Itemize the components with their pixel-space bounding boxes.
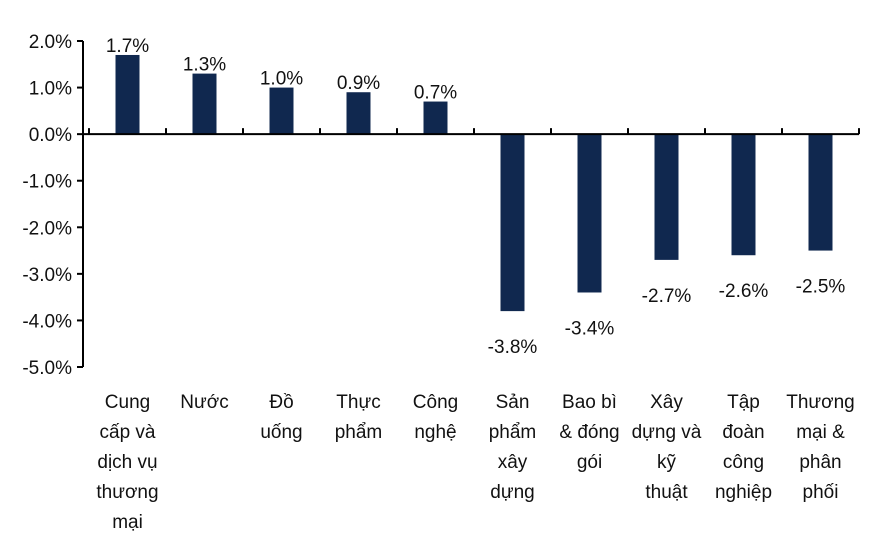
category-label-line: Thực	[336, 392, 380, 413]
category-label-line: nghiệp	[715, 482, 772, 503]
y-tick-label: 1.0%	[29, 79, 72, 100]
category-label-line: kỹ	[657, 452, 677, 473]
category-label: Cung cấp và dịch vụ thương mại	[96, 392, 158, 531]
y-tick-label: -3.0%	[22, 265, 72, 286]
category-label-line: dựng và	[632, 422, 702, 443]
category-label: Nước	[180, 392, 228, 413]
bar	[423, 101, 448, 135]
category-label-line: thương	[96, 482, 158, 503]
bar	[346, 92, 371, 135]
category-label-line: dịch vụ	[97, 452, 157, 473]
bar	[192, 73, 217, 135]
y-tick-label: -1.0%	[22, 172, 72, 193]
category-label-line: thuật	[645, 482, 688, 503]
category-label: Bao bì & đóng gói	[559, 392, 619, 473]
category-label-line: Sản	[496, 392, 530, 413]
category-label-line: Nước	[180, 392, 228, 413]
bar	[577, 134, 602, 293]
category-label-line: dựng	[490, 482, 534, 503]
category-label-line: Xây	[650, 392, 683, 413]
bar	[654, 134, 679, 260]
data-label: -3.4%	[565, 318, 615, 339]
bar	[115, 54, 140, 135]
bar	[500, 134, 525, 312]
data-label: -2.7%	[642, 286, 692, 307]
category-label-line: phối	[803, 482, 839, 503]
bar	[808, 134, 833, 251]
data-label: 1.7%	[106, 36, 149, 57]
category-label-line: Tập	[727, 392, 760, 413]
category-label: Thương mại & phân phối	[786, 392, 855, 503]
bar	[731, 134, 756, 256]
category-label: Tập đoàn công nghiệp	[715, 392, 772, 503]
y-tick-label: 0.0%	[29, 125, 72, 146]
y-tick-label: -5.0%	[22, 358, 72, 379]
category-label-line: Đồ	[269, 392, 293, 413]
category-label-line: công	[723, 452, 764, 473]
category-label-line: Thương	[786, 392, 855, 413]
category-label: Đồ uống	[260, 392, 302, 443]
y-tick-label: 2.0%	[29, 32, 72, 53]
category-label-line: Cung	[105, 392, 150, 413]
data-label: 1.0%	[260, 69, 303, 90]
category-label-line: Công	[413, 392, 458, 413]
category-label-line: gói	[577, 452, 602, 473]
category-label-line: phân	[799, 452, 841, 473]
data-label: -2.6%	[719, 281, 769, 302]
bar	[269, 87, 294, 135]
category-label-line: Bao bì	[562, 392, 617, 413]
category-label-line: mại	[112, 512, 143, 531]
category-label-line: nghệ	[414, 422, 456, 443]
category-label: Sản phẩm xây dựng	[489, 392, 537, 503]
category-label-line: uống	[260, 422, 302, 443]
category-label-line: & đóng	[559, 422, 619, 443]
category-label-line: mại &	[796, 422, 845, 443]
category-label-line: phẩm	[335, 422, 383, 443]
category-label: Xây dựng và kỹ thuật	[632, 392, 702, 503]
data-label: -3.8%	[488, 337, 538, 358]
category-label-line: đoàn	[722, 422, 764, 443]
data-label: -2.5%	[796, 277, 846, 298]
category-label: Thực phẩm	[335, 392, 383, 443]
category-label-line: phẩm	[489, 422, 537, 443]
data-label: 0.9%	[337, 73, 380, 94]
data-label: 1.3%	[183, 55, 226, 76]
y-tick-label: -4.0%	[22, 311, 72, 332]
data-label: 0.7%	[414, 83, 457, 104]
y-tick-label: -2.0%	[22, 218, 72, 239]
category-label-line: cấp và	[100, 422, 156, 443]
category-label-line: xây	[498, 452, 528, 473]
category-label: Công nghệ	[413, 392, 458, 443]
